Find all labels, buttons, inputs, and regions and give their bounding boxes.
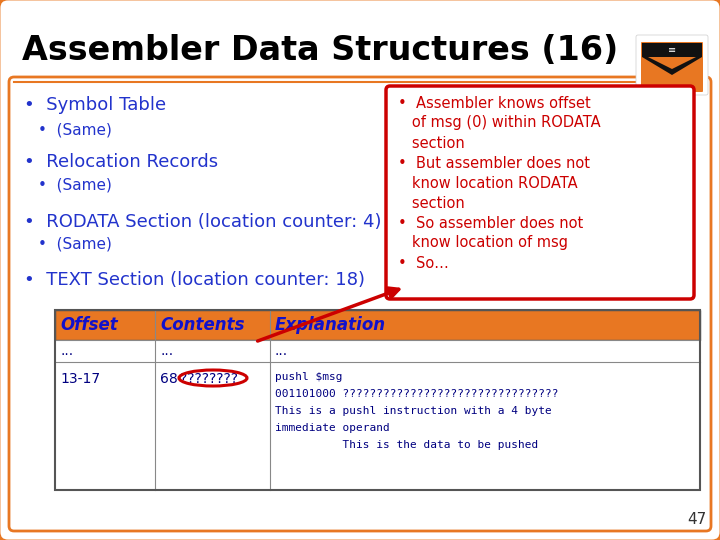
Text: •  Relocation Records: • Relocation Records	[24, 153, 218, 171]
Text: know location RODATA: know location RODATA	[398, 176, 577, 191]
Text: section: section	[398, 195, 464, 211]
Bar	[55, 362, 700, 490]
Text: •  TEXT Section (location counter: 18): • TEXT Section (location counter: 18)	[24, 271, 365, 289]
Bar	[55, 310, 700, 490]
Text: 68: 68	[160, 372, 182, 386]
Text: section: section	[398, 136, 464, 151]
Bar	[55, 340, 700, 362]
Text: •  So…: • So…	[398, 255, 449, 271]
Text: of msg (0) within RODATA: of msg (0) within RODATA	[398, 116, 600, 131]
Text: ...: ...	[275, 344, 288, 358]
Text: This is a pushl instruction with a 4 byte: This is a pushl instruction with a 4 byt…	[275, 406, 552, 416]
FancyBboxPatch shape	[386, 86, 694, 299]
Text: ...: ...	[160, 344, 173, 358]
Text: ????????: ????????	[180, 372, 238, 386]
Bar	[55, 310, 700, 340]
Text: Offset: Offset	[60, 316, 118, 334]
Text: ...: ...	[60, 344, 73, 358]
Text: •  (Same): • (Same)	[38, 237, 112, 252]
Text: •  So assembler does not: • So assembler does not	[398, 215, 583, 231]
Text: pushl $msg: pushl $msg	[275, 372, 343, 382]
Text: •  Assembler knows offset: • Assembler knows offset	[398, 96, 590, 111]
Text: This is the data to be pushed: This is the data to be pushed	[275, 440, 539, 450]
Polygon shape	[642, 57, 702, 75]
Text: 47: 47	[687, 512, 706, 528]
Text: •  RODATA Section (location counter: 4): • RODATA Section (location counter: 4)	[24, 213, 382, 231]
Text: •  (Same): • (Same)	[38, 123, 112, 138]
Text: immediate operand: immediate operand	[275, 423, 390, 433]
Text: •  But assembler does not: • But assembler does not	[398, 156, 590, 171]
FancyBboxPatch shape	[641, 42, 703, 92]
Bar	[642, 43, 702, 57]
Text: Assembler Data Structures (16): Assembler Data Structures (16)	[22, 33, 618, 66]
Text: Contents: Contents	[160, 316, 245, 334]
Text: •  (Same): • (Same)	[38, 178, 112, 192]
Text: Explanation: Explanation	[275, 316, 386, 334]
Text: 001101000 ????????????????????????????????: 001101000 ??????????????????????????????…	[275, 389, 559, 399]
FancyBboxPatch shape	[636, 35, 708, 95]
Text: ≡: ≡	[668, 45, 676, 55]
Text: •  Symbol Table: • Symbol Table	[24, 96, 166, 114]
Text: 13-17: 13-17	[60, 372, 100, 386]
Text: know location of msg: know location of msg	[398, 235, 568, 251]
FancyBboxPatch shape	[9, 77, 711, 531]
